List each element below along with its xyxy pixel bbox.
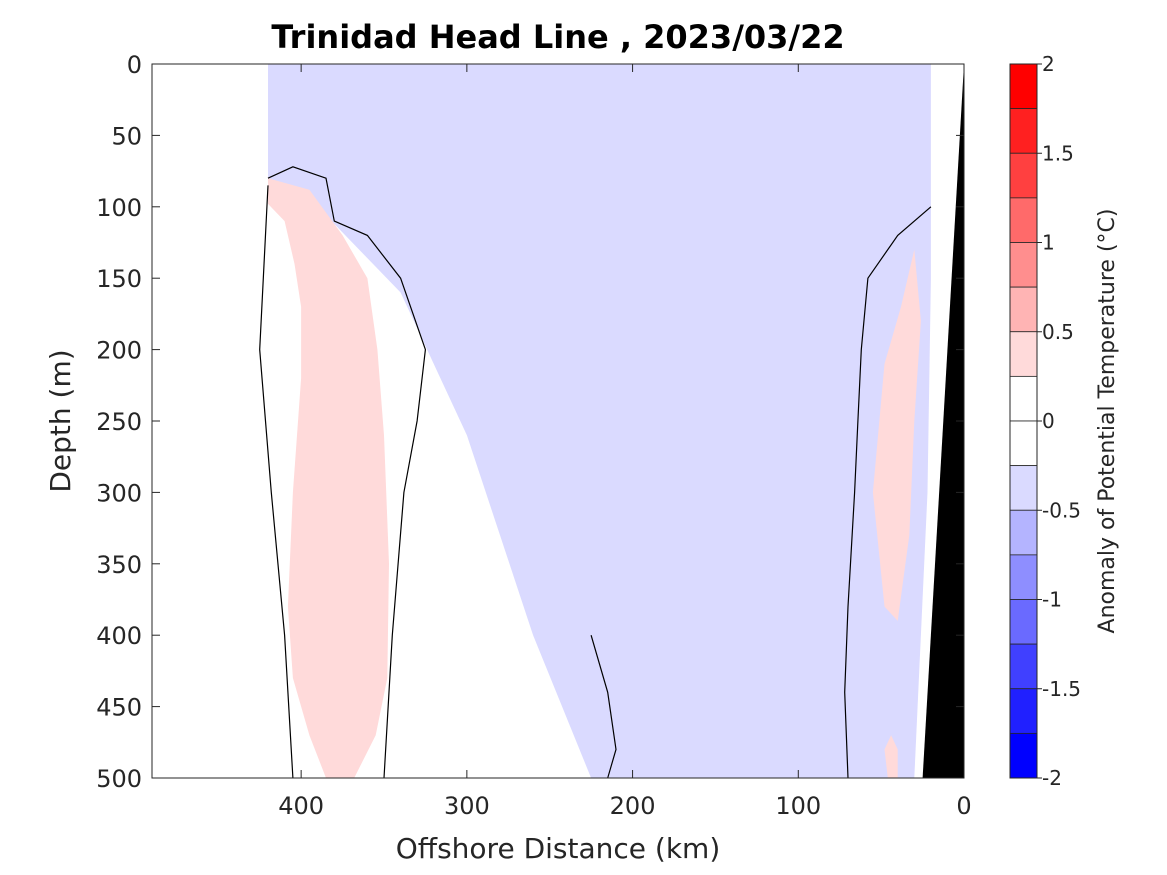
colorbar-level bbox=[1009, 554, 1038, 600]
anomaly-region-1 bbox=[268, 178, 389, 778]
anomaly-region-0 bbox=[268, 64, 931, 778]
contour-line-2 bbox=[844, 206, 932, 779]
x-tick-label: 400 bbox=[278, 792, 324, 820]
contour-line-0 bbox=[267, 166, 427, 779]
colorbar-level bbox=[1009, 242, 1038, 288]
y-tick-label: 250 bbox=[96, 408, 142, 436]
y-tick-label: 200 bbox=[96, 337, 142, 365]
y-tick-label: 450 bbox=[96, 694, 142, 722]
colorbar-level bbox=[1009, 331, 1038, 377]
colorbar-tick-label: 1.5 bbox=[1042, 141, 1074, 165]
colorbar-tick-label: -1.5 bbox=[1042, 677, 1081, 701]
y-tick-label: 400 bbox=[96, 622, 142, 650]
colorbar-tick-label: 0.5 bbox=[1042, 320, 1074, 344]
x-axis-label: Offshore Distance (km) bbox=[396, 832, 721, 865]
plot-area bbox=[152, 64, 964, 779]
colorbar-level bbox=[1009, 688, 1038, 734]
colorbar-level bbox=[1009, 420, 1038, 467]
colorbar-level bbox=[1009, 465, 1038, 511]
y-tick-label: 100 bbox=[96, 194, 142, 222]
y-axis-ticks: 0 50 100 150 200 250 300 350 400 450 500 bbox=[96, 51, 964, 793]
x-axis-ticks: 400 300 200 100 0 bbox=[278, 64, 972, 820]
zero-contours bbox=[259, 166, 932, 779]
seafloor-bathymetry bbox=[922, 64, 964, 778]
contour-line-3 bbox=[590, 635, 617, 779]
colorbar-level bbox=[1009, 63, 1038, 110]
anomaly-region-2 bbox=[872, 249, 921, 621]
colorbar-tick-label: -1 bbox=[1042, 588, 1062, 612]
colorbar-level bbox=[1009, 599, 1038, 645]
chart-title: Trinidad Head Line , 2023/03/22 bbox=[271, 18, 844, 56]
y-tick-label: 150 bbox=[96, 265, 142, 293]
y-tick-label: 350 bbox=[96, 551, 142, 579]
y-tick-label: 0 bbox=[127, 51, 142, 79]
y-axis-label: Depth (m) bbox=[44, 349, 77, 492]
colorbar-tick-label: 2 bbox=[1042, 52, 1055, 76]
x-tick-label: 300 bbox=[444, 792, 490, 820]
colorbar-level bbox=[1009, 643, 1038, 690]
x-tick-label: 200 bbox=[610, 792, 656, 820]
colorbar-level bbox=[1009, 197, 1038, 243]
anomaly-region-3 bbox=[884, 735, 898, 778]
colorbar-tick-label: -2 bbox=[1042, 766, 1062, 790]
x-tick-label: 100 bbox=[775, 792, 821, 820]
colorbar-level bbox=[1009, 732, 1038, 779]
y-tick-label: 300 bbox=[96, 479, 142, 507]
contour-line-1 bbox=[259, 185, 294, 779]
y-tick-label: 50 bbox=[111, 122, 142, 150]
anomaly-regions bbox=[268, 64, 931, 778]
colorbar-tick-label: 1 bbox=[1042, 231, 1055, 255]
colorbar-level bbox=[1009, 152, 1038, 199]
colorbar-label: Anomaly of Potential Temperature (°C) bbox=[1095, 209, 1120, 634]
colorbar-tick-label: 0 bbox=[1042, 409, 1055, 433]
x-tick-label: 0 bbox=[956, 792, 971, 820]
colorbar: 2 1.5 1 0.5 0 -0.5 -1 -1.5 -2 bbox=[1009, 52, 1081, 790]
colorbar-level bbox=[1009, 108, 1038, 154]
colorbar-level bbox=[1009, 286, 1038, 333]
colorbar-tick-label: -0.5 bbox=[1042, 498, 1081, 522]
colorbar-level bbox=[1009, 375, 1038, 422]
colorbar-level bbox=[1009, 509, 1038, 556]
y-tick-label: 500 bbox=[96, 765, 142, 793]
